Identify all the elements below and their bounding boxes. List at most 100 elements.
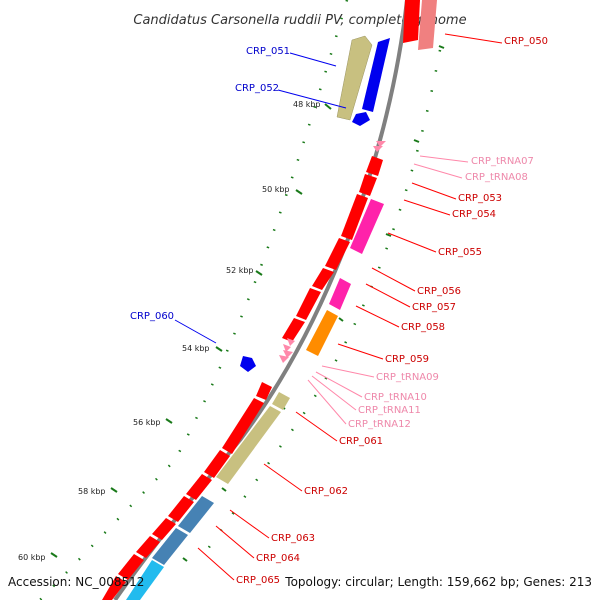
label-crp-060: CRP_060: [130, 311, 174, 322]
summary-text: Topology: circular; Length: 159,662 bp; …: [284, 575, 592, 589]
gene-arrow: [418, 0, 437, 50]
leader-line: [444, 33, 503, 44]
leader-line: [215, 525, 255, 559]
leader-line: [413, 163, 463, 179]
gene-trna08: [373, 146, 383, 152]
gene-crp-060: [240, 356, 256, 372]
leader-line: [229, 509, 270, 539]
gene-crp-051-khaki: [336, 35, 373, 121]
label-crp-065: CRP_065: [236, 575, 280, 586]
tick-label-58: 58 kbp: [78, 487, 106, 496]
leader-lines: [174, 33, 503, 581]
tick-mark: [295, 189, 303, 195]
tick-label-52: 52 kbp: [226, 266, 254, 275]
leader-line: [365, 283, 411, 308]
label-crp-064: CRP_064: [256, 553, 300, 564]
gene-crp-052-small: [352, 112, 370, 126]
label-crp-053: CRP_053: [458, 193, 502, 204]
tick-label-56: 56 kbp: [133, 418, 161, 427]
leader-line: [197, 547, 235, 581]
leader-line: [277, 89, 347, 109]
gene-track-ticks: [182, 45, 445, 562]
gene-crp-052-blue: [362, 38, 390, 112]
gene-crp-057: [312, 268, 334, 290]
tick-label-48: 48 kbp: [293, 100, 321, 109]
accession-text: Accession: NC_008512: [8, 575, 144, 589]
gene-red-lower-2: [186, 474, 212, 500]
tick-mark: [324, 103, 332, 110]
gene-red-lower-5: [136, 536, 160, 558]
gene-crp-055-inner: [341, 194, 368, 240]
label-crp-054: CRP_054: [452, 209, 496, 220]
map-title: Candidatus Carsonella ruddii PV, complet…: [133, 13, 466, 28]
leader-line: [311, 375, 357, 411]
label-crp-trna12: CRP_tRNA12: [348, 419, 411, 430]
gene-trna07: [376, 141, 386, 147]
tick-mark: [255, 270, 263, 276]
leader-line: [371, 267, 416, 292]
leader-line: [295, 411, 338, 442]
label-crp-058: CRP_058: [401, 322, 445, 333]
label-crp-059: CRP_059: [385, 354, 429, 365]
label-crp-063: CRP_063: [271, 533, 315, 544]
leader-line: [355, 305, 400, 328]
tick-label-60: 60 kbp: [18, 553, 46, 562]
tick-mark: [221, 487, 227, 492]
leader-line: [321, 365, 375, 378]
tick-label-54: 54 kbp: [182, 344, 210, 353]
gene-crp-062-a: [272, 392, 290, 410]
leader-line: [174, 319, 217, 344]
label-crp-055: CRP_055: [438, 247, 482, 258]
label-crp-051: CRP_051: [246, 46, 290, 57]
leader-line: [289, 52, 337, 67]
gene-red-lower-4: [152, 518, 176, 540]
label-crp-trna08: CRP_tRNA08: [465, 172, 528, 183]
tick-mark: [438, 45, 445, 49]
leader-line: [387, 232, 437, 253]
gene-crp-050: [403, 0, 437, 50]
label-crp-trna07: CRP_tRNA07: [471, 156, 534, 167]
leader-line: [337, 343, 384, 360]
leader-line: [419, 155, 469, 163]
gene-trna11: [283, 344, 291, 352]
gene-red-lower-7: [102, 576, 126, 600]
tick-mark: [50, 552, 58, 558]
leader-line: [307, 379, 347, 425]
tick-mark: [165, 418, 173, 424]
gene-arrow: [403, 0, 420, 43]
label-crp-trna09: CRP_tRNA09: [376, 372, 439, 383]
leader-line: [411, 182, 457, 200]
label-crp-061: CRP_061: [339, 436, 383, 447]
gene-crp-055-magenta: [350, 199, 384, 254]
gene-red-lower-1: [204, 450, 230, 478]
gene-crp-058-magenta: [329, 278, 351, 310]
gene-crp-054: [359, 174, 377, 196]
gene-crp-061-a: [256, 382, 272, 400]
gene-crp-059-inner: [282, 318, 305, 342]
tick-mark: [385, 233, 392, 237]
gene-crp-063: [178, 496, 214, 533]
gene-crp-064: [152, 528, 188, 565]
gene-crp-058-inner: [296, 288, 321, 320]
tick-mark: [413, 139, 420, 143]
label-crp-057: CRP_057: [412, 302, 456, 313]
gene-labels: CRP_050 CRP_051 CRP_052 CRP_tRNA07 CRP_t…: [130, 36, 548, 586]
label-crp-056: CRP_056: [417, 286, 461, 297]
label-crp-trna11: CRP_tRNA11: [358, 405, 421, 416]
leader-line: [263, 463, 303, 492]
gc-dot-track: [39, 0, 349, 600]
gene-crp-065: [126, 560, 164, 600]
gene-crp-053: [366, 156, 383, 176]
inner-red-genes: [282, 156, 383, 342]
gene-red-lower-6: [118, 554, 144, 580]
tick-mark: [215, 346, 223, 352]
gene-crp-059-orange: [306, 310, 338, 356]
label-crp-062: CRP_062: [304, 486, 348, 497]
gene-crp-061-b: [222, 398, 264, 454]
leader-line: [403, 199, 451, 216]
tick-mark: [182, 557, 188, 562]
label-crp-052: CRP_052: [235, 83, 279, 94]
gene-crp-062-b: [216, 406, 281, 484]
